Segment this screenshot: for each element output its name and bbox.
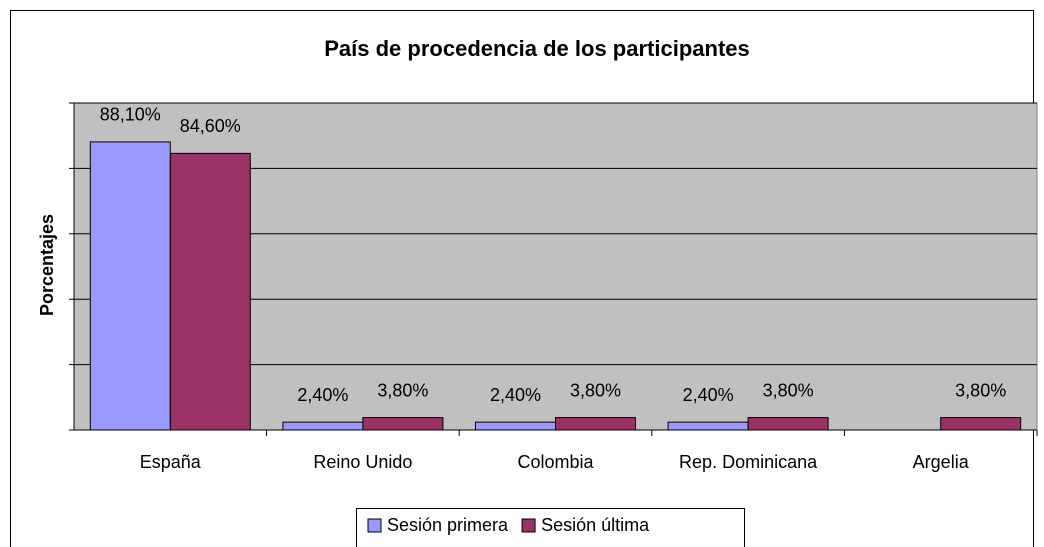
legend-box — [356, 508, 745, 547]
x-tick-label: Rep. Dominicana — [679, 452, 818, 472]
data-label: 3,80% — [570, 380, 621, 400]
bar — [169, 152, 251, 431]
data-label: 3,80% — [763, 380, 814, 400]
data-label: 3,80% — [955, 380, 1006, 400]
chart-title: País de procedencia de los participantes — [324, 36, 750, 61]
bar — [555, 417, 636, 431]
bar — [667, 421, 749, 431]
legend-label: Sesión primera — [387, 515, 509, 535]
x-tick-label: Colombia — [517, 452, 594, 472]
data-label: 88,10% — [100, 105, 161, 125]
x-tick-label: Reino Unido — [313, 452, 412, 472]
bar — [89, 141, 171, 431]
x-tick-label: España — [140, 452, 202, 472]
x-tick-label: Argelia — [913, 452, 970, 472]
data-label: 2,40% — [297, 385, 348, 405]
legend-swatch — [367, 518, 382, 533]
data-label: 2,40% — [490, 385, 541, 405]
legend-swatch — [521, 518, 536, 533]
bar — [362, 417, 444, 431]
bar — [475, 421, 556, 431]
data-label: 84,60% — [180, 116, 241, 136]
y-axis-label: Porcentajes — [37, 214, 57, 316]
legend-label: Sesión última — [541, 515, 650, 535]
bar — [747, 417, 829, 431]
bar — [282, 421, 364, 431]
bar — [940, 417, 1022, 431]
data-label: 3,80% — [377, 380, 428, 400]
data-label: 2,40% — [683, 385, 734, 405]
